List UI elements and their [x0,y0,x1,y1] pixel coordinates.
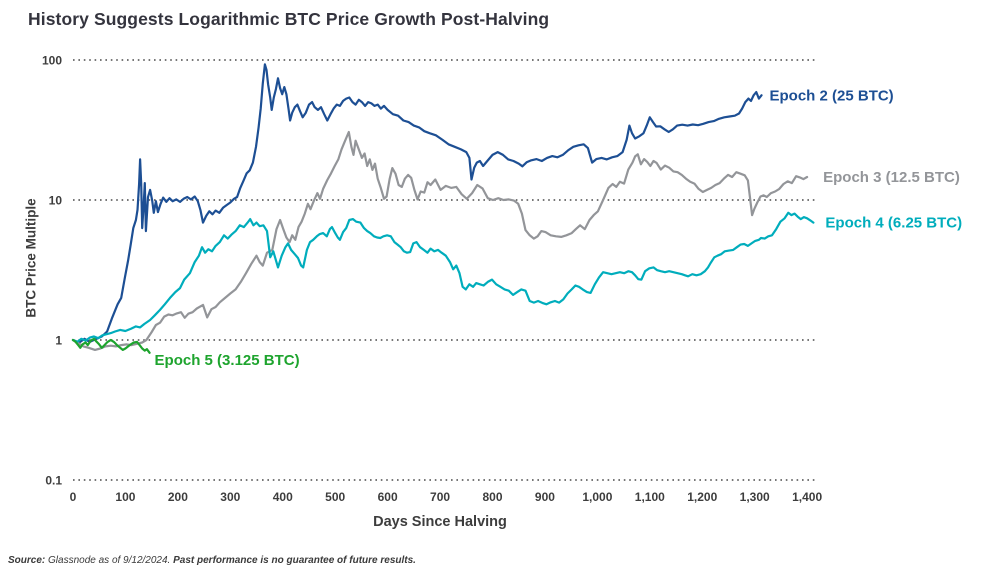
y-tick-label: 1 [55,334,62,348]
series-line-epoch-2-25-btc [71,63,763,344]
x-tick-label: 200 [168,490,188,504]
x-tick-label: 600 [378,490,398,504]
source-note: Source: Glassnode as of 9/12/2024. Past … [8,555,416,566]
x-tick-label: 1,100 [635,490,665,504]
series-label-epoch-4-6.25-btc: Epoch 4 (6.25 BTC) [825,215,962,232]
x-tick-label: 800 [482,490,502,504]
series-line-epoch-3-12.5-btc [71,130,809,351]
y-tick-label: 0.1 [45,474,62,488]
x-tick-label: 500 [325,490,345,504]
source-body: Glassnode as of 9/12/2024. [48,555,174,566]
series-label-epoch-5-3.125-btc: Epoch 5 (3.125 BTC) [155,352,300,369]
x-tick-label: 300 [220,490,240,504]
series-line-epoch-5-3.125-btc [71,337,151,354]
x-tick-label: 1,300 [740,490,770,504]
x-tick-label: 900 [535,490,555,504]
x-tick-label: 700 [430,490,450,504]
x-tick-label: 400 [273,490,293,504]
x-tick-label: 100 [115,490,135,504]
y-tick-label: 100 [42,54,62,68]
y-tick-label: 10 [49,194,63,208]
x-tick-label: 0 [70,490,77,504]
x-tick-label: 1,400 [792,490,822,504]
x-axis-title: Days Since Halving [373,514,507,530]
series-label-epoch-2-25-btc: Epoch 2 (25 BTC) [770,87,894,104]
x-tick-label: 1,000 [582,490,612,504]
chart-title: History Suggests Logarithmic BTC Price G… [28,9,550,29]
x-tick-label: 1,200 [687,490,717,504]
source-prefix: Source: [8,555,49,566]
source-disclaimer: Past performance is no guarantee of futu… [173,555,416,566]
series-label-epoch-3-12.5-btc: Epoch 3 (12.5 BTC) [823,169,960,186]
series-line-epoch-4-6.25-btc [71,211,815,343]
